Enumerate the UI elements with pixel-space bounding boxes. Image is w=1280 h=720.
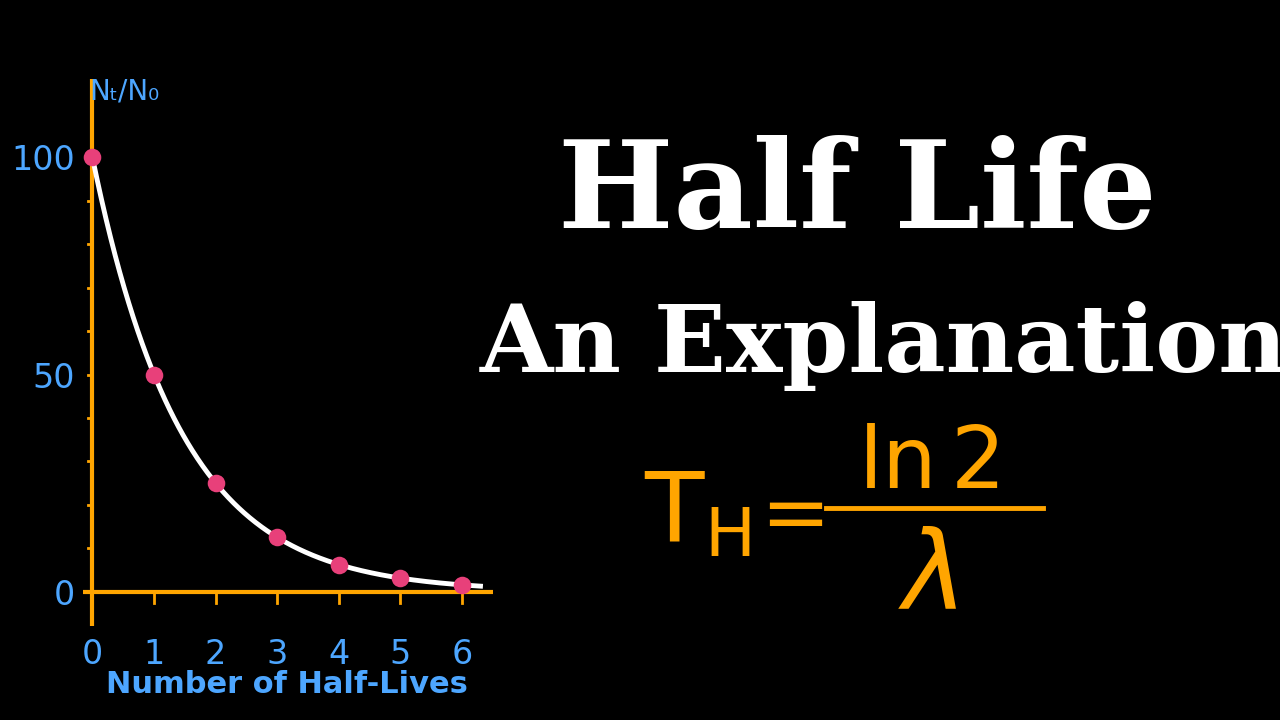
Text: $\lambda$: $\lambda$ [899, 526, 957, 633]
Text: $\mathsf{T}_{\mathsf{H}}$: $\mathsf{T}_{\mathsf{H}}$ [644, 468, 751, 562]
Point [268, 531, 288, 543]
Point [452, 579, 472, 590]
Point [205, 477, 225, 489]
Text: Nₜ/N₀: Nₜ/N₀ [90, 77, 160, 105]
Point [390, 572, 411, 584]
Point [143, 369, 164, 380]
Point [329, 559, 349, 570]
Text: Number of Half-Lives: Number of Half-Lives [105, 670, 467, 699]
Text: $=$: $=$ [744, 474, 823, 555]
Text: $\mathsf{ln\,2}$: $\mathsf{ln\,2}$ [858, 423, 998, 506]
Point [82, 152, 102, 163]
Text: An Explanation: An Explanation [479, 301, 1280, 390]
Text: Half Life: Half Life [558, 135, 1157, 253]
